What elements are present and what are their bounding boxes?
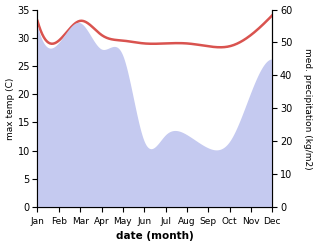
Y-axis label: med. precipitation (kg/m2): med. precipitation (kg/m2)	[303, 48, 313, 169]
Y-axis label: max temp (C): max temp (C)	[5, 77, 15, 140]
X-axis label: date (month): date (month)	[116, 231, 194, 242]
